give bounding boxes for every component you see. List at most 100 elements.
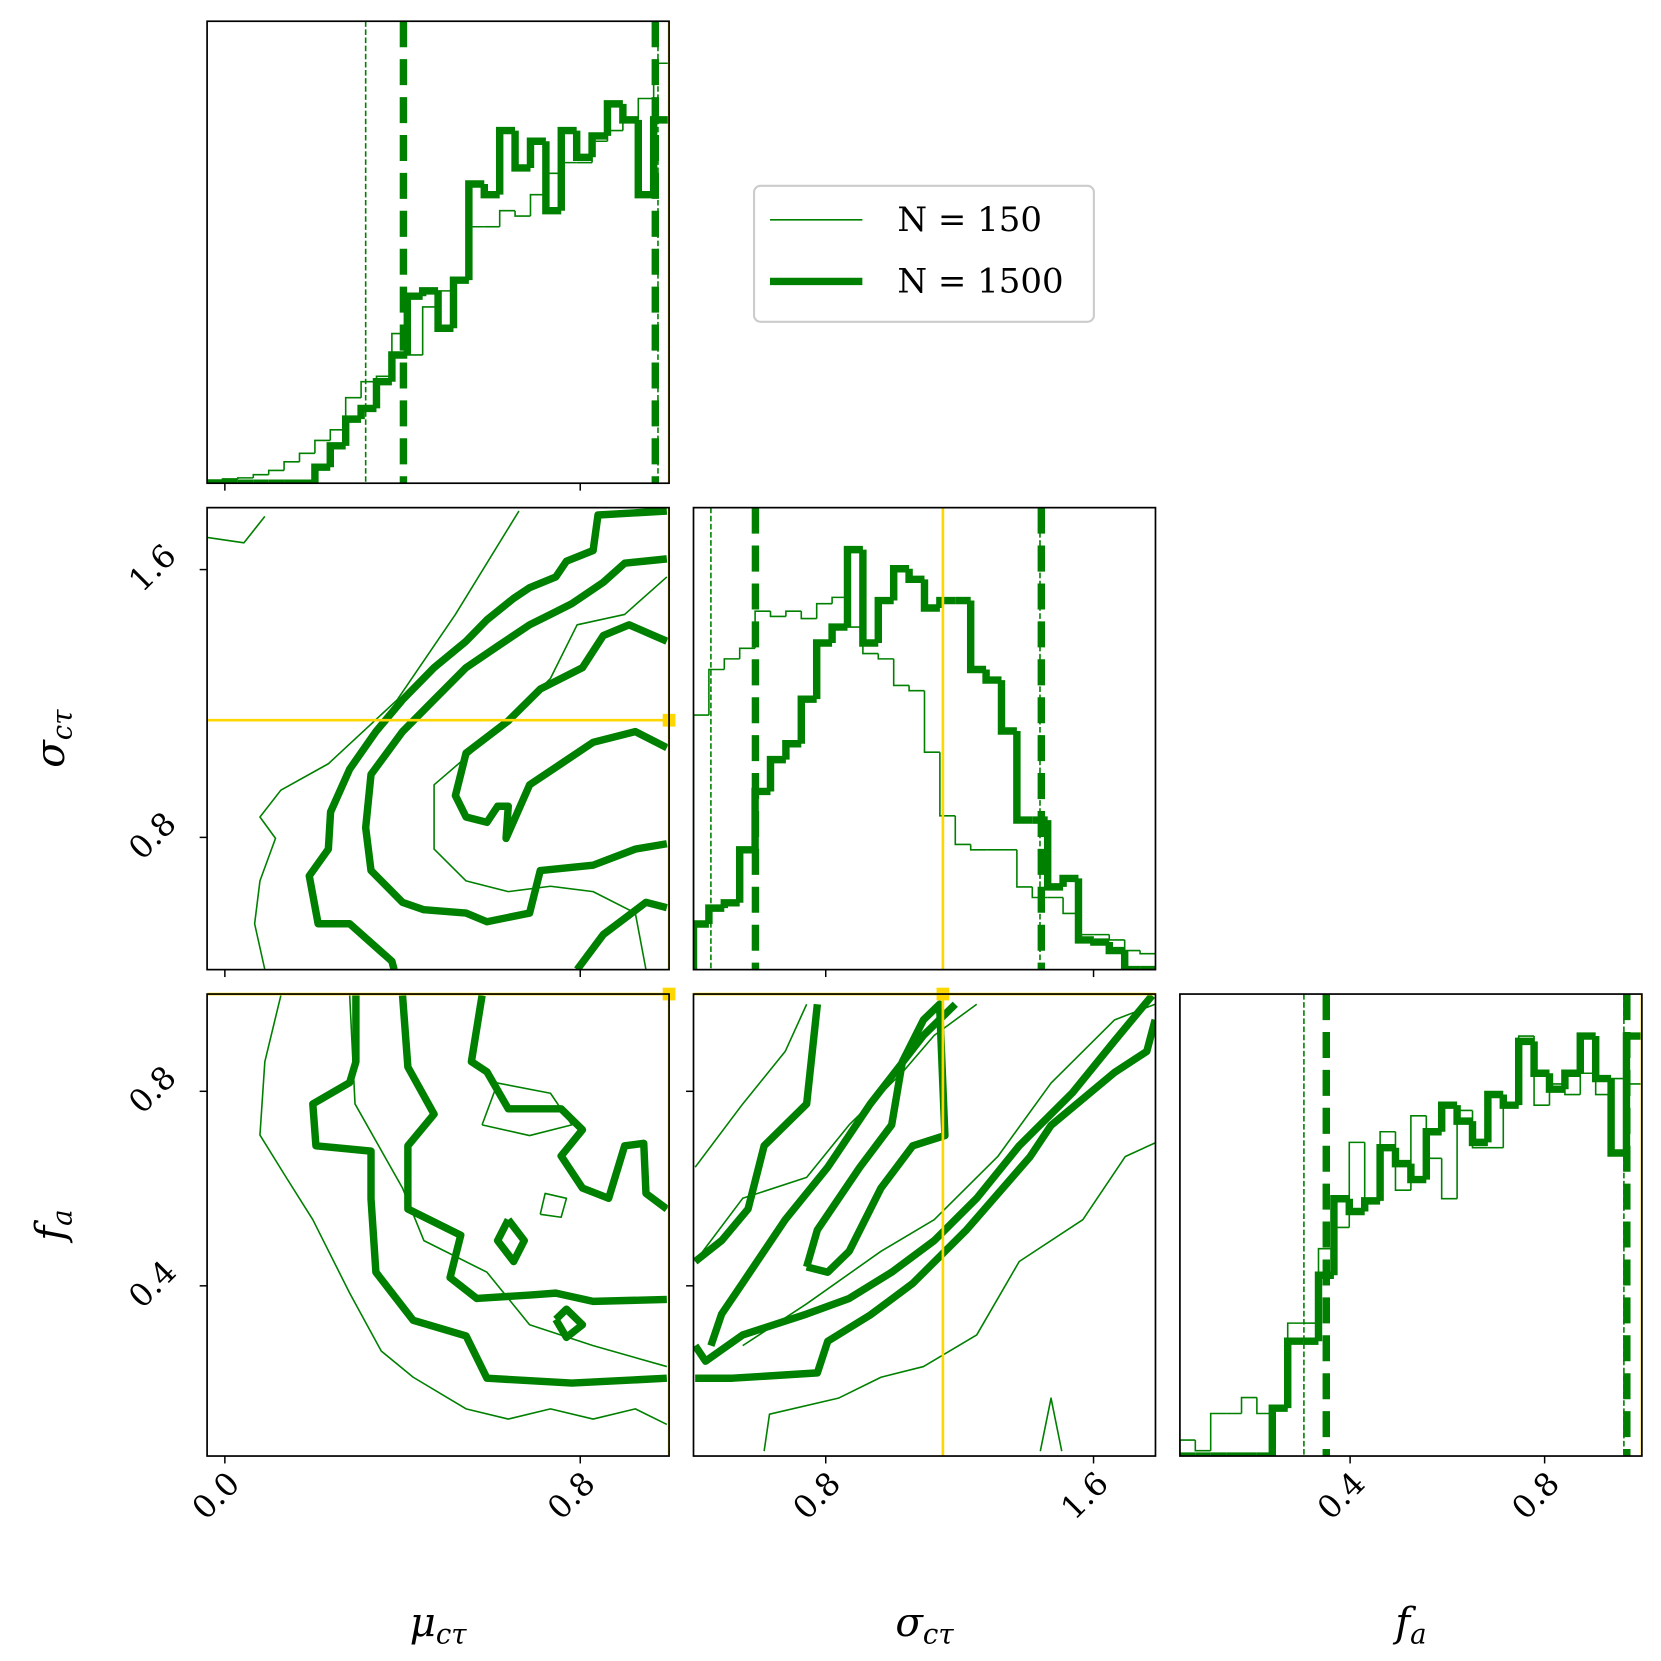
histogram-step: [603, 100, 623, 136]
histogram-step: [514, 210, 531, 217]
x-tick-label: 0.4: [1310, 1464, 1373, 1527]
histogram-step: [738, 647, 756, 659]
y-tick-label: 0.4: [121, 1253, 184, 1316]
histogram-step: [1108, 934, 1125, 941]
histogram-step: [1484, 1090, 1504, 1143]
axis-subscript: cτ: [923, 1617, 954, 1650]
contour: [348, 995, 668, 1368]
histogram-step: [766, 755, 786, 792]
histogram-step: [1360, 1197, 1381, 1212]
axis-subscript: cτ: [45, 709, 78, 740]
y-tick-label: 0.8: [121, 1058, 184, 1121]
histogram-step: [1502, 1104, 1519, 1148]
contour: [803, 1000, 949, 1276]
contour: [309, 995, 668, 1387]
contour: [1039, 1397, 1063, 1452]
axis-label: μcτ: [410, 1598, 468, 1650]
histogram-step: [1453, 1105, 1473, 1125]
histogram-step: [1240, 1396, 1257, 1414]
contour: [451, 621, 669, 843]
histogram-step: [326, 442, 346, 468]
histogram-step: [1194, 1440, 1211, 1452]
contour: [398, 995, 667, 1306]
histogram-step: [1499, 1094, 1519, 1109]
axis-subscript: a: [1410, 1617, 1426, 1650]
histogram-step: [1090, 938, 1110, 946]
histogram-step: [1105, 942, 1125, 955]
histogram-step: [619, 103, 639, 124]
histogram-step: [1376, 1143, 1396, 1201]
histogram-step: [1545, 1073, 1565, 1093]
histogram-step: [908, 685, 925, 692]
histogram-step: [859, 549, 879, 647]
histogram-step: [1256, 1397, 1273, 1415]
histogram-step: [388, 351, 408, 382]
histogram-step: [267, 469, 285, 475]
histogram-step: [1607, 1078, 1627, 1157]
contour: [539, 1192, 568, 1219]
contour: [552, 1305, 587, 1342]
histogram-step: [1059, 874, 1079, 887]
contour: [693, 994, 1155, 1365]
histogram-step: [1440, 1158, 1458, 1200]
histogram-step: [418, 287, 439, 297]
histogram-step: [542, 141, 562, 215]
histogram-step: [735, 846, 756, 903]
x-tick-label: 0.8: [540, 1464, 603, 1527]
histogram-step: [421, 306, 439, 355]
histogram-step: [329, 428, 346, 441]
axis-label: σcτ: [895, 1598, 954, 1650]
histogram-step: [557, 126, 577, 211]
histogram-step: [936, 596, 956, 608]
contour: [259, 995, 668, 1426]
y-tick-label: 0.8: [121, 804, 184, 867]
panel: [693, 994, 1156, 1457]
contour: [693, 1003, 822, 1265]
histogram-step: [843, 545, 863, 628]
histogram-step: [1345, 1198, 1365, 1216]
axis-symbol: σ: [895, 1598, 924, 1645]
panel: [207, 21, 670, 484]
histogram-step: [966, 600, 987, 674]
histogram-step: [1284, 1337, 1304, 1409]
histogram-step: [1468, 1121, 1488, 1147]
histogram-step: [1016, 849, 1033, 888]
contour: [467, 994, 670, 1212]
contour: [742, 1003, 1156, 1347]
contour: [493, 1217, 528, 1266]
x-tick-label: 0.8: [785, 1464, 848, 1527]
contour: [207, 515, 266, 544]
histogram-step: [1407, 1163, 1427, 1184]
panel: [259, 994, 670, 1457]
histogram-step: [1514, 1037, 1535, 1106]
histogram-step: [923, 690, 940, 754]
histogram-step: [1576, 1032, 1596, 1074]
panel: [207, 507, 670, 970]
histogram-step: [889, 565, 910, 601]
histogram-step: [637, 97, 654, 120]
panel-frame: [206, 993, 670, 1457]
histogram-step: [341, 415, 362, 446]
histogram-step: [997, 680, 1017, 735]
histogram-step: [831, 596, 848, 604]
histogram-step: [511, 130, 531, 172]
panel-frame: [206, 20, 670, 485]
axis-label: fa: [1392, 1598, 1426, 1650]
histogram-step: [782, 740, 802, 760]
x-tick-label: 1.6: [1053, 1464, 1116, 1527]
histogram-step: [723, 658, 740, 670]
histogram-step: [1123, 939, 1141, 952]
legend-label: N = 1500: [897, 262, 1063, 302]
histogram-step: [283, 461, 300, 471]
x-tick-label: 0.0: [184, 1464, 247, 1527]
axis-symbol: σ: [27, 739, 74, 768]
histogram-step: [529, 193, 546, 217]
contour: [763, 1142, 1156, 1452]
histogram-step: [769, 611, 786, 618]
histogram-step: [357, 404, 377, 420]
histogram-step: [480, 183, 500, 199]
contour: [694, 1003, 978, 1262]
axis-label: fa: [27, 1209, 79, 1243]
histogram-step: [954, 815, 971, 846]
histogram-step: [1139, 950, 1156, 955]
